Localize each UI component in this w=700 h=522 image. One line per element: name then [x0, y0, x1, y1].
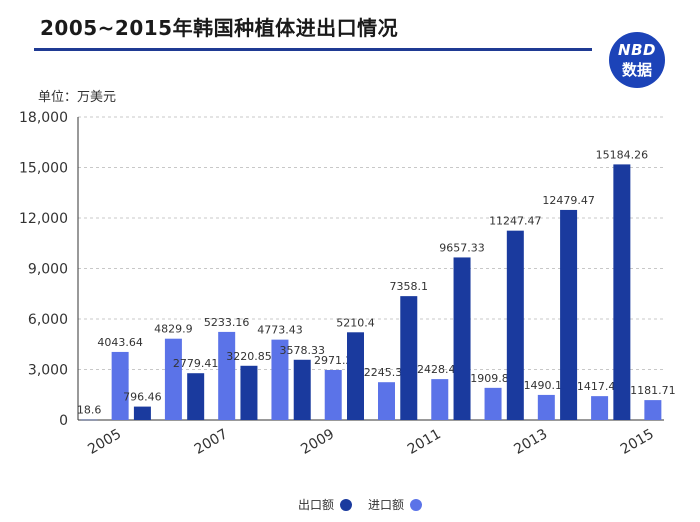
x-tick-label: 2013: [511, 426, 550, 458]
chart-title: 2005~2015年韩国种植体进出口情况: [40, 16, 399, 40]
import-bar: [111, 351, 129, 420]
y-tick-label: 6,000: [28, 312, 68, 328]
legend-label-import: 进口额: [368, 498, 405, 512]
legend-item-import: 进口额: [368, 496, 423, 513]
import-bar: [431, 379, 449, 420]
export-data-label: 11247.47: [489, 215, 542, 228]
export-data-label: 2779.41: [173, 357, 219, 370]
y-tick-label: 18,000: [19, 110, 68, 126]
export-bar: [240, 365, 258, 420]
import-bar: [324, 369, 342, 420]
import-data-label: 2245.34: [364, 366, 410, 379]
import-data-label: 4043.64: [97, 336, 143, 349]
import-data-label: 1417.41: [577, 380, 623, 393]
export-bar: [560, 209, 578, 420]
export-bar: [613, 164, 631, 420]
export-bar: [133, 406, 151, 420]
x-tick-label: 2005: [85, 426, 124, 458]
logo-text-nbd: NBD: [618, 41, 656, 59]
import-bar: [378, 382, 395, 420]
x-tick-label: 2007: [192, 426, 231, 458]
export-data-label: 796.46: [123, 391, 162, 404]
export-data-label: 3220.85: [226, 350, 272, 363]
export-bar: [187, 373, 205, 420]
import-bar: [484, 387, 502, 420]
x-tick-label: 2015: [618, 426, 657, 458]
export-bar: [347, 332, 364, 420]
legend-label-export: 出口额: [298, 498, 335, 512]
x-tick-label: 2009: [298, 426, 337, 458]
legend-swatch-export: [340, 498, 353, 511]
legend-item-export: 出口额: [298, 496, 353, 513]
export-bar: [293, 359, 311, 420]
legend-swatch-import: [410, 498, 423, 511]
export-data-label: 5210.4: [336, 316, 375, 329]
import-data-label: 5233.16: [204, 316, 250, 329]
y-tick-label: 0: [59, 413, 68, 429]
import-bar: [537, 394, 555, 420]
y-tick-label: 9,000: [28, 262, 68, 278]
export-bar: [80, 419, 98, 421]
import-bar: [644, 400, 662, 420]
import-data-label: 2428.43: [417, 363, 463, 376]
import-bar: [271, 339, 289, 420]
legend: 出口额 进口额: [0, 496, 700, 516]
y-tick-label: 12,000: [19, 211, 68, 227]
y-tick-label: 3,000: [28, 363, 68, 379]
logo-text-data: 数据: [621, 61, 652, 79]
export-data-label: 18.6: [77, 404, 102, 417]
import-data-label: 1490.16: [524, 379, 570, 392]
unit-label: 单位：万美元: [38, 90, 117, 105]
export-data-label: 9657.33: [439, 241, 485, 254]
title-underline: [34, 48, 592, 51]
import-data-label: 4773.43: [257, 324, 303, 337]
import-bar: [218, 331, 236, 420]
import-bar: [164, 338, 182, 420]
export-bar: [506, 230, 524, 420]
export-data-label: 12479.47: [542, 194, 595, 207]
import-data-label: 1909.86: [470, 372, 516, 385]
x-tick-label: 2011: [405, 426, 444, 458]
import-data-label: 1181.71: [630, 384, 676, 397]
import-data-label: 4829.9: [154, 323, 193, 336]
import-data-label: 2971.2: [314, 354, 353, 367]
export-data-label: 7358.1: [390, 280, 429, 293]
export-data-label: 3578.33: [279, 344, 325, 357]
export-bar: [400, 296, 418, 420]
export-data-label: 15184.26: [596, 148, 649, 161]
y-tick-label: 15,000: [19, 161, 68, 177]
export-bar: [453, 257, 471, 420]
import-bar: [591, 396, 609, 420]
nbd-logo: NBD 数据: [609, 32, 665, 88]
